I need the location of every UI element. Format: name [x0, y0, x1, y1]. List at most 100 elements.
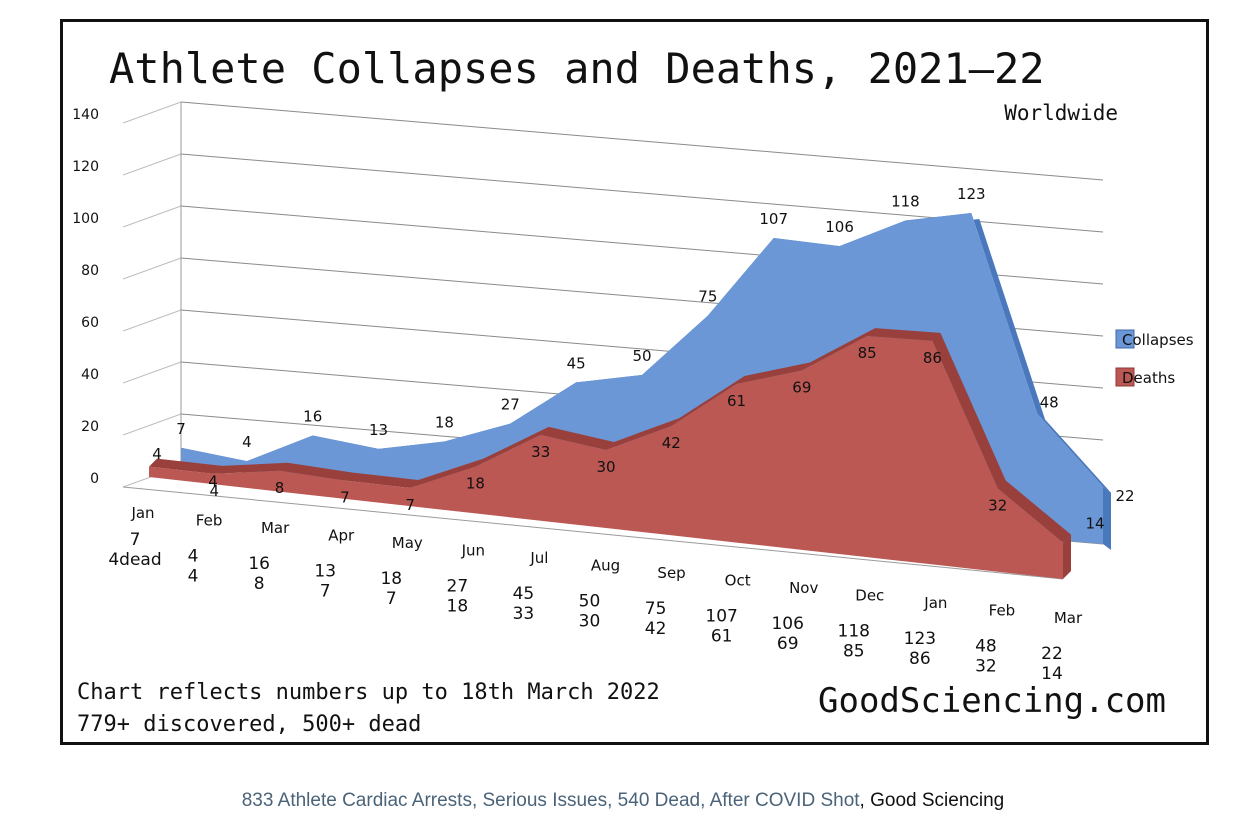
table-collapses-value: 27 — [447, 577, 469, 597]
table-deaths-value: 18 — [447, 597, 469, 617]
legend-label-deaths: Deaths — [1122, 369, 1175, 387]
month-label: Oct — [725, 572, 751, 590]
wall-gridline-80 — [122, 257, 182, 280]
table-deaths-value: 30 — [579, 612, 601, 632]
series-areas — [149, 213, 1111, 579]
first-collapses-label: 4 — [152, 445, 162, 463]
deaths-data-label: 69 — [792, 378, 811, 396]
footnote-line-2: 779+ discovered, 500+ dead — [77, 712, 421, 737]
table-deaths-value: 4 — [188, 567, 199, 587]
month-label: Jun — [461, 542, 485, 560]
collapses-data-label: 18 — [435, 413, 454, 431]
month-label: Jan — [130, 504, 154, 522]
month-label: Nov — [789, 579, 818, 597]
y-axis-ticks: 0 20 40 60 80 100 120 140 — [72, 107, 99, 487]
chart-frame: 0 20 40 60 80 100 120 140 Jan Feb Mar Apr May Jun Jul… — [60, 19, 1209, 745]
wall-gridline-100 — [122, 205, 182, 228]
caption-source: Good Sciencing — [870, 790, 1005, 811]
table-deaths-value: 4dead — [108, 550, 161, 570]
deaths-data-label: 4 — [210, 482, 220, 500]
floor-front-edge — [122, 486, 1064, 580]
deaths-data-label: 14 — [1085, 515, 1104, 533]
x-axis-month-labels: Jan Feb Mar Apr May Jun Jul Aug Sep Oct Nov Dec Jan F… — [130, 504, 1083, 627]
deaths-area — [149, 336, 1063, 579]
chart-subtitle: Worldwide — [1004, 101, 1118, 125]
table-deaths-value: 7 — [386, 589, 397, 609]
legend-swatch-deaths — [1115, 367, 1135, 387]
y-tick-20: 20 — [81, 419, 99, 435]
wall-gridline-140 — [122, 101, 182, 124]
table-collapses-value: 18 — [380, 569, 402, 589]
table-deaths-value: 8 — [254, 574, 265, 594]
table-deaths-value: 33 — [513, 604, 535, 624]
table-deaths-value: 86 — [909, 649, 931, 669]
deaths-data-label: 42 — [662, 434, 681, 452]
chart-title: Athlete Collapses and Deaths, 2021—22 — [109, 44, 1045, 93]
collapses-data-label: 4 — [242, 433, 252, 451]
deaths-data-label: 30 — [596, 458, 615, 476]
collapses-data-label: 107 — [759, 210, 788, 228]
month-label: Mar — [1054, 609, 1083, 627]
collapses-data-label: 75 — [698, 288, 717, 306]
footnote-line-1: Chart reflects numbers up to 18th March … — [77, 680, 660, 705]
table-collapses-value: 7 — [130, 530, 141, 550]
collapses-data-label: 7 — [176, 420, 186, 438]
table-deaths-value: 42 — [645, 619, 667, 639]
wall-gridline-20 — [122, 413, 182, 436]
collapses-data-label: 48 — [1040, 394, 1059, 412]
caption-article-link[interactable]: 833 Athlete Cardiac Arrests, Serious Iss… — [241, 790, 860, 811]
wall-gridline-60 — [122, 309, 182, 332]
collapses-data-label: 16 — [303, 408, 322, 426]
month-label: May — [392, 534, 423, 552]
table-deaths-value: 7 — [320, 582, 331, 602]
table-collapses-value: 123 — [904, 629, 936, 649]
table-collapses-value: 75 — [645, 599, 667, 619]
table-deaths-value: 61 — [711, 627, 733, 647]
deaths-data-label: 33 — [531, 443, 550, 461]
legend-item-deaths: Deaths — [1115, 367, 1175, 387]
deaths-data-label: 18 — [466, 475, 485, 493]
y-tick-0: 0 — [90, 471, 99, 487]
month-label: Apr — [328, 527, 355, 545]
table-deaths-value: 32 — [975, 657, 997, 677]
y-tick-40: 40 — [81, 367, 99, 383]
brand-name: GoodSciencing.com — [818, 681, 1166, 721]
collapses-data-label: 118 — [891, 192, 920, 210]
deaths-data-label: 8 — [275, 479, 285, 497]
table-collapses-value: 45 — [513, 584, 535, 604]
y-tick-100: 100 — [72, 211, 99, 227]
month-label: Aug — [591, 557, 620, 575]
collapses-data-label: 50 — [632, 347, 651, 365]
collapses-data-label: 13 — [369, 421, 388, 439]
table-collapses-value: 106 — [771, 614, 803, 634]
table-collapses-value: 107 — [705, 607, 737, 627]
legend-swatch-collapses — [1115, 329, 1135, 349]
table-collapses-value: 13 — [314, 562, 336, 582]
caption-separator: , — [859, 790, 871, 811]
y-tick-140: 140 — [72, 107, 99, 123]
table-collapses-value: 50 — [579, 592, 601, 612]
y-tick-80: 80 — [81, 263, 99, 279]
collapses-data-label: 22 — [1115, 487, 1134, 505]
table-collapses-value: 22 — [1041, 644, 1063, 664]
month-label: Jan — [923, 594, 947, 612]
month-label: Feb — [989, 602, 1016, 620]
table-collapses-value: 4 — [188, 547, 199, 567]
deaths-end-cap — [1063, 534, 1071, 579]
deaths-data-label: 7 — [340, 489, 350, 507]
table-collapses-value: 16 — [248, 554, 270, 574]
table-collapses-value: 118 — [838, 622, 870, 642]
data-labels: 7444168137187271845335030754210761106691… — [152, 185, 1134, 533]
deaths-data-label: 32 — [988, 497, 1007, 515]
deaths-data-label: 85 — [858, 344, 877, 362]
month-label: Dec — [855, 587, 884, 605]
chart-svg: 0 20 40 60 80 100 120 140 Jan Feb Mar Apr May Jun Jul… — [72, 44, 1194, 737]
collapses-data-label: 106 — [825, 218, 854, 236]
legend-label-collapses: Collapses — [1122, 331, 1194, 349]
legend-item-collapses: Collapses — [1115, 329, 1194, 349]
table-deaths-value: 14 — [1041, 664, 1063, 684]
deaths-data-label: 4 — [208, 473, 218, 491]
month-label: Sep — [657, 564, 685, 582]
legend: Collapses Deaths — [1115, 329, 1194, 387]
deaths-data-label: 61 — [727, 392, 746, 410]
